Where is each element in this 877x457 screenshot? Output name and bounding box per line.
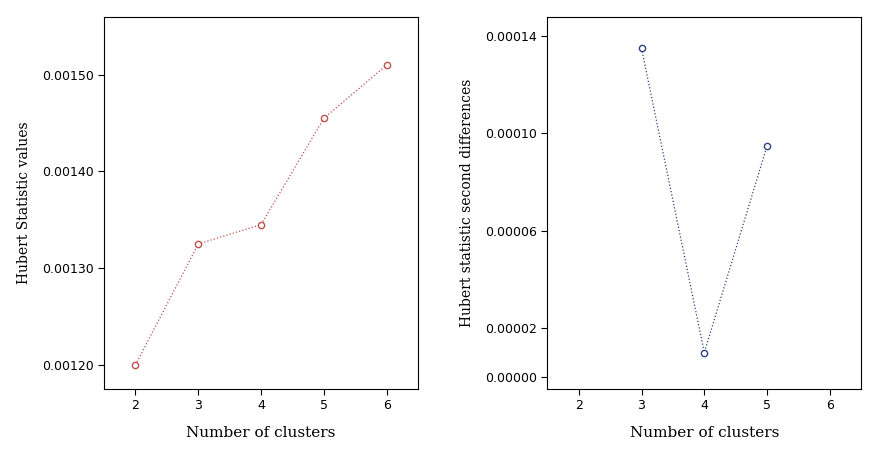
Y-axis label: Hubert Statistic values: Hubert Statistic values (17, 122, 31, 284)
X-axis label: Number of clusters: Number of clusters (186, 426, 335, 441)
X-axis label: Number of clusters: Number of clusters (629, 426, 778, 441)
Y-axis label: Hubert statistic second differences: Hubert statistic second differences (460, 79, 474, 327)
